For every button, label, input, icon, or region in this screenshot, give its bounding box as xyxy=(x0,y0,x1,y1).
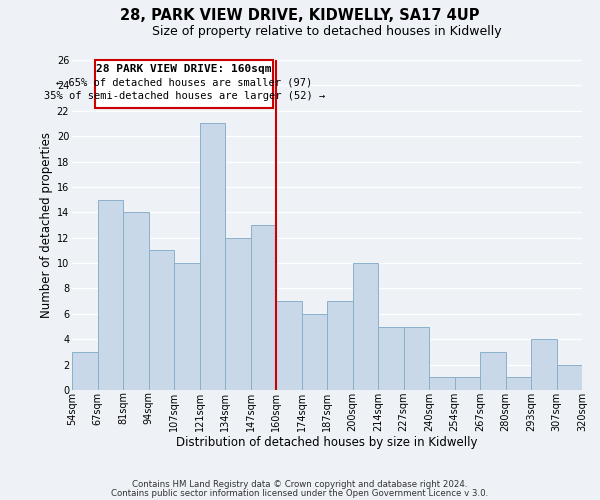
Text: 28, PARK VIEW DRIVE, KIDWELLY, SA17 4UP: 28, PARK VIEW DRIVE, KIDWELLY, SA17 4UP xyxy=(120,8,480,22)
Text: Contains public sector information licensed under the Open Government Licence v : Contains public sector information licen… xyxy=(112,489,488,498)
Bar xyxy=(404,326,429,390)
Bar xyxy=(302,314,327,390)
Bar xyxy=(505,378,531,390)
Title: Size of property relative to detached houses in Kidwelly: Size of property relative to detached ho… xyxy=(152,25,502,38)
Bar xyxy=(97,200,123,390)
Text: 28 PARK VIEW DRIVE: 160sqm: 28 PARK VIEW DRIVE: 160sqm xyxy=(97,64,272,74)
Bar xyxy=(123,212,149,390)
Text: ← 65% of detached houses are smaller (97): ← 65% of detached houses are smaller (97… xyxy=(56,78,313,88)
FancyBboxPatch shape xyxy=(95,60,274,108)
Y-axis label: Number of detached properties: Number of detached properties xyxy=(40,132,53,318)
Bar xyxy=(353,263,378,390)
Bar xyxy=(378,326,404,390)
Bar xyxy=(327,301,353,390)
Bar xyxy=(276,301,302,390)
X-axis label: Distribution of detached houses by size in Kidwelly: Distribution of detached houses by size … xyxy=(176,436,478,450)
Bar xyxy=(531,339,557,390)
Bar xyxy=(455,378,480,390)
Bar xyxy=(199,124,225,390)
Bar xyxy=(225,238,251,390)
Bar xyxy=(72,352,97,390)
Bar xyxy=(557,364,582,390)
Text: Contains HM Land Registry data © Crown copyright and database right 2024.: Contains HM Land Registry data © Crown c… xyxy=(132,480,468,489)
Text: 35% of semi-detached houses are larger (52) →: 35% of semi-detached houses are larger (… xyxy=(44,92,325,102)
Bar xyxy=(251,225,276,390)
Bar xyxy=(174,263,199,390)
Bar xyxy=(480,352,505,390)
Bar xyxy=(429,378,455,390)
Bar xyxy=(149,250,174,390)
